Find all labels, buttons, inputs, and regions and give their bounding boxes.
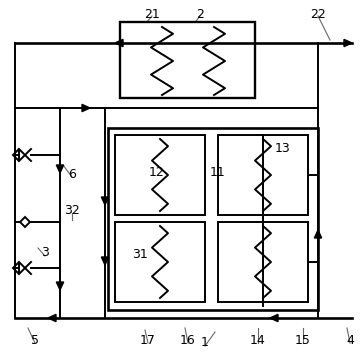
Polygon shape <box>101 197 109 205</box>
Text: 22: 22 <box>310 7 326 20</box>
Bar <box>115 135 205 215</box>
Text: 31: 31 <box>132 249 148 261</box>
Polygon shape <box>82 104 90 112</box>
Bar <box>108 128 318 310</box>
Polygon shape <box>314 230 321 238</box>
Polygon shape <box>344 39 352 47</box>
Polygon shape <box>115 39 123 47</box>
Bar <box>218 222 308 302</box>
Text: 3: 3 <box>41 246 49 259</box>
Text: 4: 4 <box>346 333 354 346</box>
Text: 14: 14 <box>250 333 266 346</box>
Text: 2: 2 <box>196 7 204 20</box>
Bar <box>115 222 205 302</box>
Text: 17: 17 <box>140 333 156 346</box>
Text: 1: 1 <box>201 337 209 350</box>
Text: 15: 15 <box>295 333 311 346</box>
Bar <box>218 135 308 215</box>
Text: 16: 16 <box>180 333 196 346</box>
Polygon shape <box>48 314 56 322</box>
Polygon shape <box>56 165 64 173</box>
Text: 13: 13 <box>275 141 291 154</box>
Polygon shape <box>56 282 64 290</box>
Text: 12: 12 <box>149 166 165 179</box>
Polygon shape <box>101 257 109 265</box>
Text: 5: 5 <box>31 333 39 346</box>
Polygon shape <box>270 314 278 322</box>
Text: 21: 21 <box>144 7 160 20</box>
Text: 6: 6 <box>68 168 76 181</box>
Text: 32: 32 <box>64 204 80 217</box>
Text: 11: 11 <box>210 166 226 179</box>
Bar <box>120 22 255 98</box>
